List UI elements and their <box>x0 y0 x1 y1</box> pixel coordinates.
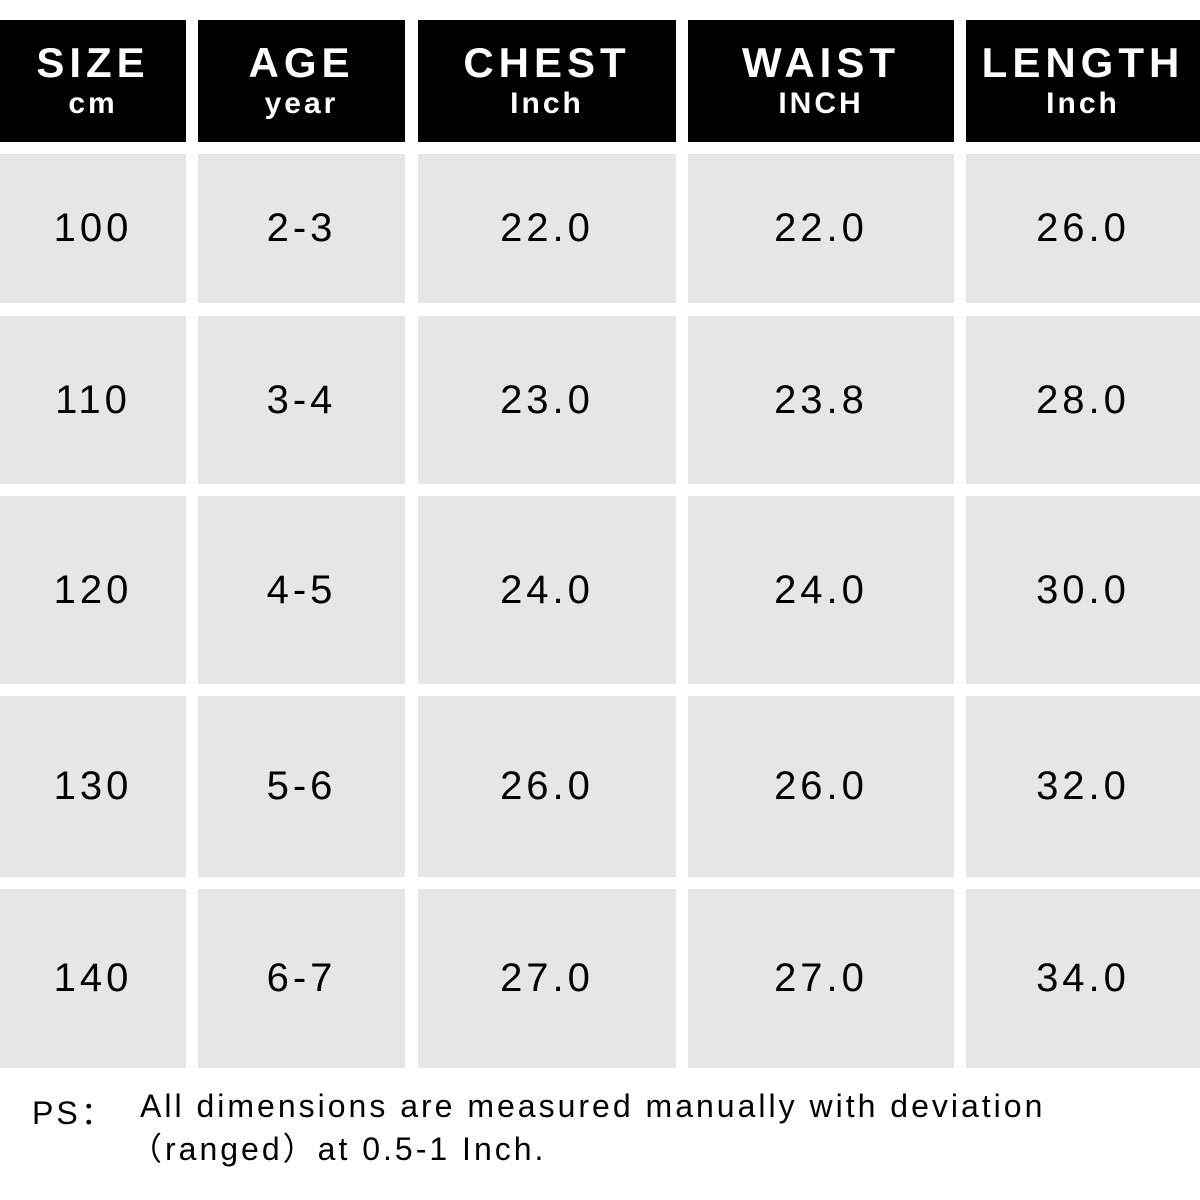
header-cell: SIZE cm <box>0 20 186 142</box>
header-title: WAIST <box>742 39 900 86</box>
table-cell: 26.0 <box>418 696 676 877</box>
table-cell: 130 <box>0 696 186 877</box>
header-unit: cm <box>68 87 118 120</box>
table-cell: 100 <box>0 154 186 303</box>
table-cell: 26.0 <box>688 696 954 877</box>
table-cell: 32.0 <box>966 696 1200 877</box>
table-cell: 22.0 <box>418 154 676 303</box>
table-cell: 3-4 <box>198 316 405 484</box>
header-cell: AGE year <box>198 20 405 142</box>
note-line: （ranged）at 0.5-1 Inch. <box>130 1131 547 1167</box>
table-cell: 4-5 <box>198 496 405 684</box>
table-cell: 22.0 <box>688 154 954 303</box>
table-cell: 30.0 <box>966 496 1200 684</box>
header-title: SIZE <box>36 39 150 86</box>
table-cell: 23.0 <box>418 316 676 484</box>
header-cell: CHEST Inch <box>418 20 676 142</box>
note-label: PS： <box>32 1095 116 1131</box>
header-title: CHEST <box>463 39 631 86</box>
header-title: AGE <box>248 39 355 86</box>
table-cell: 27.0 <box>688 889 954 1068</box>
table-cell: 120 <box>0 496 186 684</box>
header-cell: WAIST INCH <box>688 20 954 142</box>
table-cell: 24.0 <box>418 496 676 684</box>
header-unit: Inch <box>510 87 584 120</box>
table-cell: 6-7 <box>198 889 405 1068</box>
table-cell: 5-6 <box>198 696 405 877</box>
note-line: All dimensions are measured manually wit… <box>140 1088 1046 1124</box>
table-cell: 34.0 <box>966 889 1200 1068</box>
table-cell: 27.0 <box>418 889 676 1068</box>
table-cell: 24.0 <box>688 496 954 684</box>
table-cell: 110 <box>0 316 186 484</box>
header-unit: INCH <box>778 87 864 120</box>
table-cell: 2-3 <box>198 154 405 303</box>
header-cell: LENGTH Inch <box>966 20 1200 142</box>
header-unit: year <box>264 87 339 120</box>
header-unit: Inch <box>1046 87 1120 120</box>
table-cell: 28.0 <box>966 316 1200 484</box>
table-cell: 23.8 <box>688 316 954 484</box>
table-cell: 140 <box>0 889 186 1068</box>
header-title: LENGTH <box>981 39 1185 86</box>
table-cell: 26.0 <box>966 154 1200 303</box>
